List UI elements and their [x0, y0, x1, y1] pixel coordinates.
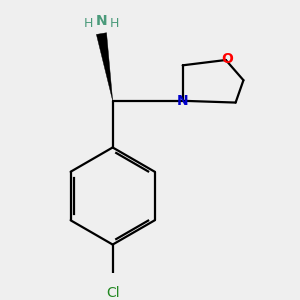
Text: N: N — [176, 94, 188, 108]
Text: Cl: Cl — [106, 286, 119, 300]
Polygon shape — [96, 33, 113, 101]
Text: H: H — [84, 17, 93, 30]
Text: O: O — [221, 52, 233, 66]
Text: N: N — [96, 14, 107, 28]
Text: H: H — [110, 17, 119, 30]
